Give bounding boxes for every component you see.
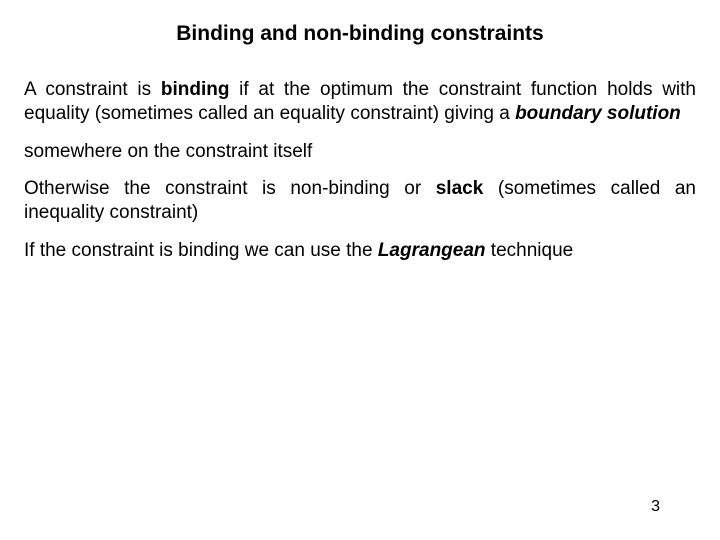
p4-bolditalic-lagrangean: Lagrangean: [378, 240, 486, 261]
p3-bold-slack: slack: [436, 178, 484, 199]
p1-text-a: A constraint is: [24, 79, 161, 100]
p1-bold-binding: binding: [161, 79, 230, 100]
page-number: 3: [651, 498, 660, 516]
p3-text-a: Otherwise the constraint is non-binding …: [24, 178, 436, 199]
paragraph-3: Otherwise the constraint is non-binding …: [24, 177, 696, 225]
p1-bolditalic-boundary: boundary solution: [515, 103, 681, 124]
paragraph-2: somewhere on the constraint itself: [24, 140, 696, 164]
slide-container: Binding and non-binding constraints A co…: [0, 0, 720, 540]
p4-text-c: technique: [486, 240, 574, 261]
paragraph-1: A constraint is binding if at the optimu…: [24, 78, 696, 126]
paragraph-4: If the constraint is binding we can use …: [24, 239, 696, 263]
slide-body: A constraint is binding if at the optimu…: [24, 78, 696, 263]
slide-title: Binding and non-binding constraints: [24, 22, 696, 46]
p4-text-a: If the constraint is binding we can use …: [24, 240, 378, 261]
